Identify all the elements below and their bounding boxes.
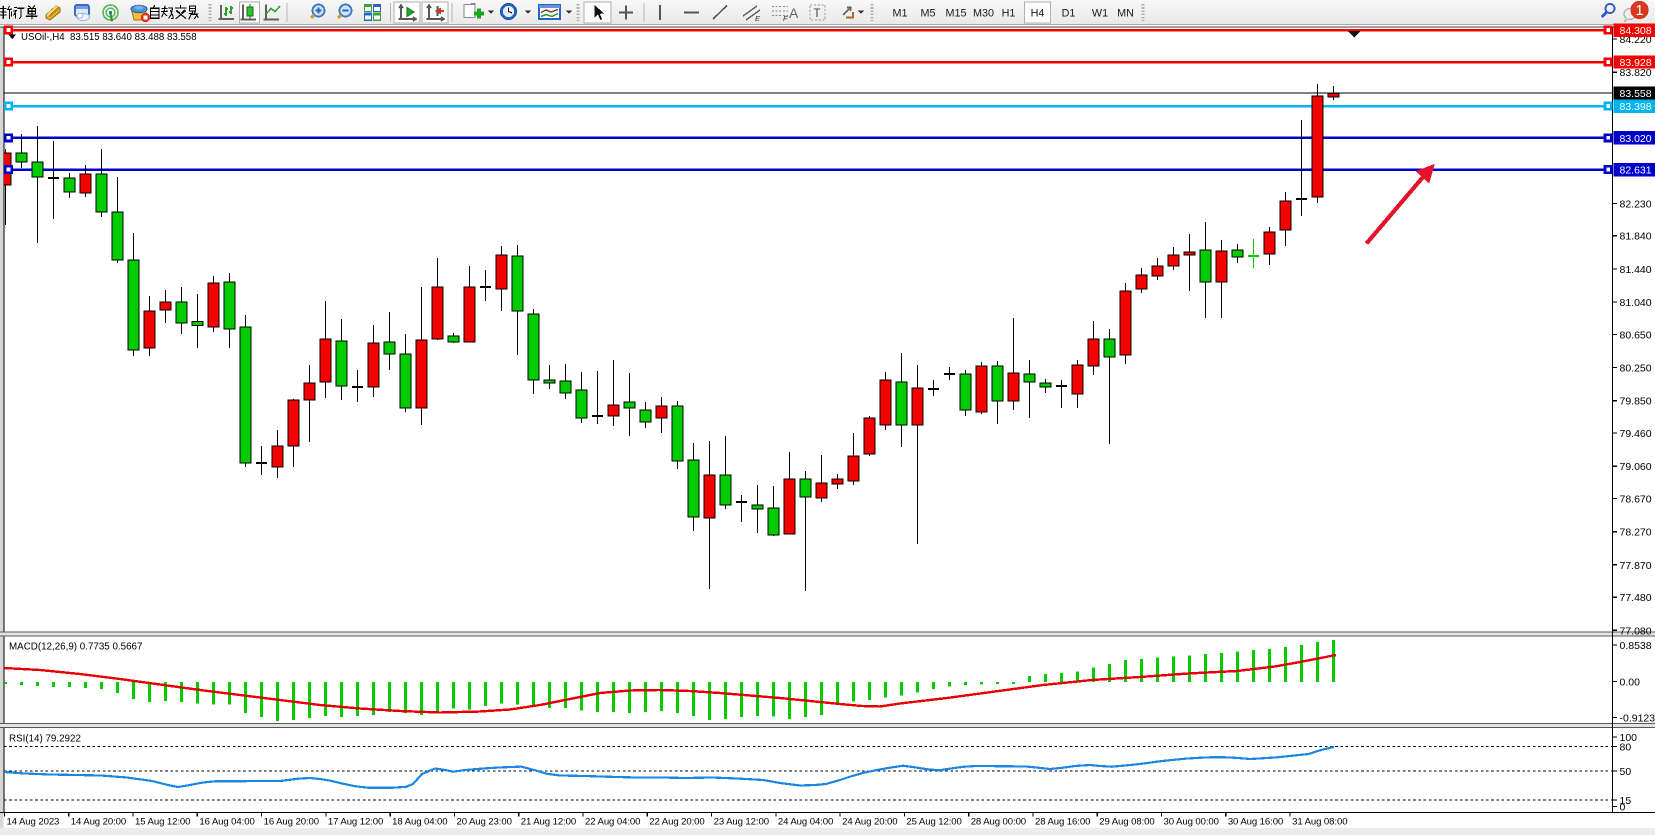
svg-text:81.040: 81.040 — [1620, 297, 1652, 309]
svg-text:14 Aug 2023: 14 Aug 2023 — [7, 817, 60, 828]
svg-text:31 Aug 08:00: 31 Aug 08:00 — [1292, 817, 1347, 828]
svg-text:84.308: 84.308 — [1620, 25, 1652, 37]
svg-text:14 Aug 20:00: 14 Aug 20:00 — [71, 817, 126, 828]
svg-text:80.650: 80.650 — [1620, 329, 1652, 341]
svg-text:15: 15 — [1620, 795, 1632, 807]
svg-text:81.440: 81.440 — [1620, 264, 1652, 276]
svg-text:30 Aug 00:00: 30 Aug 00:00 — [1164, 817, 1219, 828]
svg-text:83.398: 83.398 — [1620, 101, 1652, 113]
svg-text:MN: MN — [1117, 8, 1134, 20]
svg-text:H4: H4 — [1031, 8, 1045, 20]
svg-text:83.558: 83.558 — [1620, 88, 1652, 100]
svg-text:77.080: 77.080 — [1620, 625, 1652, 637]
svg-text:77.870: 77.870 — [1620, 560, 1652, 572]
svg-text:22 Aug 20:00: 22 Aug 20:00 — [649, 817, 704, 828]
svg-text:-0.9123: -0.9123 — [1620, 713, 1655, 725]
svg-text:H1: H1 — [1002, 8, 1016, 20]
svg-text:79.460: 79.460 — [1620, 428, 1652, 440]
svg-text:22 Aug 04:00: 22 Aug 04:00 — [585, 817, 640, 828]
svg-text:1: 1 — [1635, 3, 1643, 19]
svg-text:24 Aug 20:00: 24 Aug 20:00 — [842, 817, 897, 828]
svg-text:M5: M5 — [921, 8, 936, 20]
svg-text:78.270: 78.270 — [1620, 527, 1652, 539]
svg-text:84.220: 84.220 — [1620, 34, 1652, 46]
svg-text:A: A — [789, 5, 799, 21]
svg-text:50: 50 — [1620, 766, 1632, 778]
svg-text:16 Aug 04:00: 16 Aug 04:00 — [199, 817, 254, 828]
svg-text:25 Aug 12:00: 25 Aug 12:00 — [906, 817, 961, 828]
svg-text:M15: M15 — [945, 8, 966, 20]
svg-text:M30: M30 — [973, 8, 994, 20]
svg-text:F: F — [783, 14, 788, 23]
svg-text:RSI(14) 79.2922: RSI(14) 79.2922 — [9, 734, 81, 745]
svg-text:82.230: 82.230 — [1620, 198, 1652, 210]
svg-text:15 Aug 12:00: 15 Aug 12:00 — [135, 817, 190, 828]
svg-text:28 Aug 00:00: 28 Aug 00:00 — [971, 817, 1026, 828]
svg-text:0.8538: 0.8538 — [1620, 640, 1652, 652]
svg-text:77.480: 77.480 — [1620, 592, 1652, 604]
svg-text:16 Aug 20:00: 16 Aug 20:00 — [264, 817, 319, 828]
svg-text:83.020: 83.020 — [1620, 133, 1652, 145]
svg-text:17 Aug 12:00: 17 Aug 12:00 — [328, 817, 383, 828]
svg-text:E: E — [755, 14, 761, 23]
svg-text:0: 0 — [1620, 802, 1626, 814]
svg-text:29 Aug 08:00: 29 Aug 08:00 — [1099, 817, 1154, 828]
svg-text:MACD(12,26,9) 0.7735 0.5667: MACD(12,26,9) 0.7735 0.5667 — [9, 642, 142, 653]
svg-text:100: 100 — [1620, 732, 1638, 744]
svg-text:80: 80 — [1620, 742, 1632, 754]
svg-text:28 Aug 16:00: 28 Aug 16:00 — [1035, 817, 1090, 828]
svg-text:D1: D1 — [1062, 8, 1076, 20]
svg-text:0.00: 0.00 — [1620, 677, 1641, 689]
svg-text:80.250: 80.250 — [1620, 363, 1652, 375]
svg-text:USOil-,H4 83.515 83.640 83.48: USOil-,H4 83.515 83.640 83.488 83.558 — [21, 32, 197, 43]
svg-text:M1: M1 — [893, 8, 908, 20]
svg-text:T: T — [814, 8, 821, 20]
svg-text:21 Aug 12:00: 21 Aug 12:00 — [521, 817, 576, 828]
svg-text:79.850: 79.850 — [1620, 396, 1652, 408]
svg-text:83.928: 83.928 — [1620, 57, 1652, 69]
svg-text:W1: W1 — [1092, 8, 1108, 20]
svg-text:78.670: 78.670 — [1620, 494, 1652, 506]
svg-text:20 Aug 23:00: 20 Aug 23:00 — [456, 817, 511, 828]
svg-text:82.631: 82.631 — [1620, 165, 1652, 177]
svg-text:23 Aug 12:00: 23 Aug 12:00 — [714, 817, 769, 828]
svg-text:79.060: 79.060 — [1620, 461, 1652, 473]
svg-text:81.840: 81.840 — [1620, 231, 1652, 243]
svg-text:30 Aug 16:00: 30 Aug 16:00 — [1228, 817, 1283, 828]
svg-text:24 Aug 04:00: 24 Aug 04:00 — [778, 817, 833, 828]
svg-text:83.820: 83.820 — [1620, 67, 1652, 79]
svg-text:18 Aug 04:00: 18 Aug 04:00 — [392, 817, 447, 828]
